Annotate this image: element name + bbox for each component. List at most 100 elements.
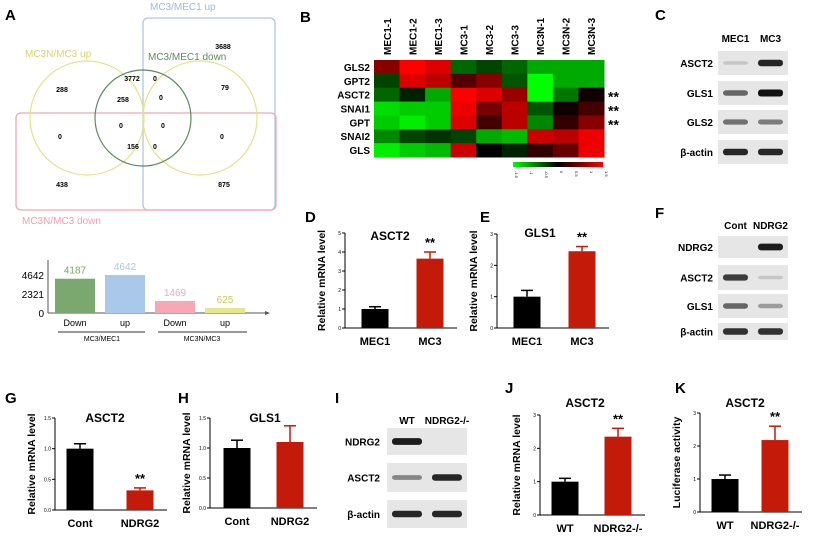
venn-set-mc3-mec1-up (142, 17, 276, 211)
blot-band (723, 328, 748, 335)
significance-marker: ** (608, 89, 619, 105)
y-tick-label: 0 (533, 513, 536, 519)
x-tick-label: NDRG2-/- (751, 520, 800, 532)
bar (761, 440, 789, 512)
column-label: MEC1-2 (408, 18, 419, 55)
blot-band (723, 90, 748, 96)
y-axis-label: Relative mRNA level (511, 414, 523, 515)
bar (126, 490, 154, 510)
bar (223, 448, 251, 508)
x-tick-label: MEC1 (512, 336, 543, 348)
colorbar-tick: 0.5 (574, 171, 579, 177)
bar (105, 275, 145, 313)
significance-marker: ** (613, 411, 624, 426)
y-tick-label: 3 (490, 232, 493, 238)
heatmap-cell (450, 73, 477, 89)
heatmap-cell (552, 129, 579, 144)
heatmap-cell (425, 143, 452, 158)
x-tick-label: up (220, 318, 230, 328)
venn-count: 875 (218, 182, 230, 189)
lane-label: Cont (724, 221, 747, 232)
panel-letter-D: D (305, 209, 316, 226)
blot-row-label: β-actin (680, 328, 713, 339)
venn-label: MC3N/MC3 down (22, 216, 101, 227)
heatmap-cell (425, 115, 452, 130)
venn-count: 288 (56, 87, 68, 94)
heatmap-cell (476, 60, 503, 75)
y-tick-label: 2 (490, 263, 493, 269)
y-tick-label: 3 (533, 413, 536, 419)
chart-title: ASCT2 (370, 229, 410, 243)
venn-count: 0 (153, 144, 157, 151)
heatmap-cell (425, 60, 452, 75)
heatmap-cell (527, 129, 554, 144)
row-label: SNAI2 (341, 132, 371, 143)
y-tick-label: 1 (490, 295, 493, 301)
x-tick-label: Down (163, 318, 186, 328)
lane-label: WT (399, 416, 415, 427)
blot-row-label: ASCT2 (347, 474, 380, 485)
x-tick-label: NDRG2 (121, 518, 160, 530)
y-tick-label: 0.5 (44, 477, 51, 483)
blot-row-label: ASCT2 (680, 59, 713, 70)
blot-strip (718, 323, 788, 340)
y-tick-label: 3 (338, 269, 341, 275)
y-axis-label: Relative mRNA level (26, 413, 38, 514)
chart-title: GLS1 (524, 226, 556, 240)
significance-marker: ** (770, 409, 781, 424)
venn-count: 0 (119, 123, 123, 130)
heatmap-cell (527, 115, 554, 130)
heatmap-cell (501, 87, 528, 103)
y-tick-label: 1 (533, 480, 536, 486)
heatmap-cell (476, 143, 503, 158)
x-tick-label: Down (63, 318, 86, 328)
venn-count: 258 (117, 97, 129, 104)
lane-label: MEC1 (722, 34, 750, 45)
x-tick-label: NDRG2-/- (594, 523, 643, 535)
panel-letter-J: J (505, 380, 513, 397)
y-tick-label: 1.5 (199, 416, 206, 422)
y-tick-label: 0 (490, 326, 493, 332)
heatmap-cell (578, 60, 605, 75)
venn-set-mc3n-mc3-up-right (142, 60, 258, 176)
lane-label: NDRG2-/- (425, 416, 469, 427)
heatmap-cell (476, 73, 503, 89)
venn-label: MC3/MEC1 down (148, 52, 226, 63)
heatmap-cell (476, 87, 503, 103)
heatmap-cell (425, 73, 452, 89)
bar-value-label: 4642 (114, 262, 137, 273)
heatmap-cell (399, 87, 426, 103)
y-tick-label: 4 (338, 250, 341, 256)
blot-band (758, 303, 783, 309)
heatmap-cell (399, 129, 426, 144)
blot-row-label: NDRG2 (345, 438, 380, 449)
y-tick-label: 1 (693, 477, 696, 483)
blot-band (758, 119, 783, 125)
blot-band (392, 475, 422, 480)
heatmap-cell (527, 143, 554, 158)
heatmap-cell (425, 129, 452, 144)
row-label: GPT (349, 118, 370, 129)
heatmap-cell (374, 129, 401, 144)
y-tick-label: 1.5 (44, 416, 51, 422)
significance-marker: ** (608, 103, 619, 119)
column-label: MC3N-2 (562, 17, 573, 55)
heatmap-cell (399, 73, 426, 89)
heatmap-cell (552, 60, 579, 75)
heatmap-cell (476, 115, 503, 130)
colorbar-tick: 1.5 (604, 171, 609, 177)
heatmap-cell (527, 73, 554, 89)
blot-row-label: NDRG2 (678, 243, 713, 254)
significance-marker: ** (135, 471, 146, 486)
blot-band (758, 148, 783, 156)
heatmap-cell (501, 73, 528, 89)
venn-count: 3688 (215, 44, 231, 51)
heatmap-cell (476, 101, 503, 116)
blot-strip (718, 236, 788, 258)
panel-letter-F: F (655, 205, 664, 222)
heatmap-cell (374, 60, 401, 75)
heatmap-cell (527, 87, 554, 103)
bar (551, 481, 579, 515)
y-tick-label: 0 (338, 326, 341, 332)
x-tick-label: MC3 (570, 336, 593, 348)
